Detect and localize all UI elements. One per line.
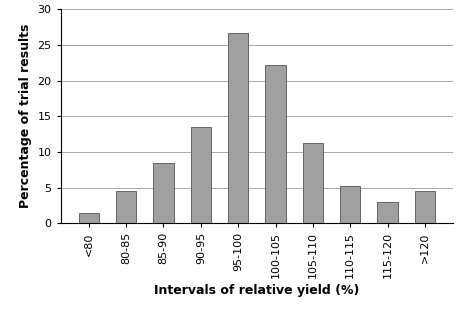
Bar (377, 202, 398, 223)
Bar (340, 186, 361, 223)
Y-axis label: Percentage of trial results: Percentage of trial results (19, 24, 32, 208)
X-axis label: Intervals of relative yield (%): Intervals of relative yield (%) (154, 284, 360, 297)
Bar (153, 162, 174, 223)
Bar (228, 33, 248, 223)
Bar (303, 143, 323, 223)
Bar (415, 191, 435, 223)
Bar (265, 65, 286, 223)
Bar (116, 191, 136, 223)
Bar (78, 213, 99, 223)
Bar (191, 127, 211, 223)
